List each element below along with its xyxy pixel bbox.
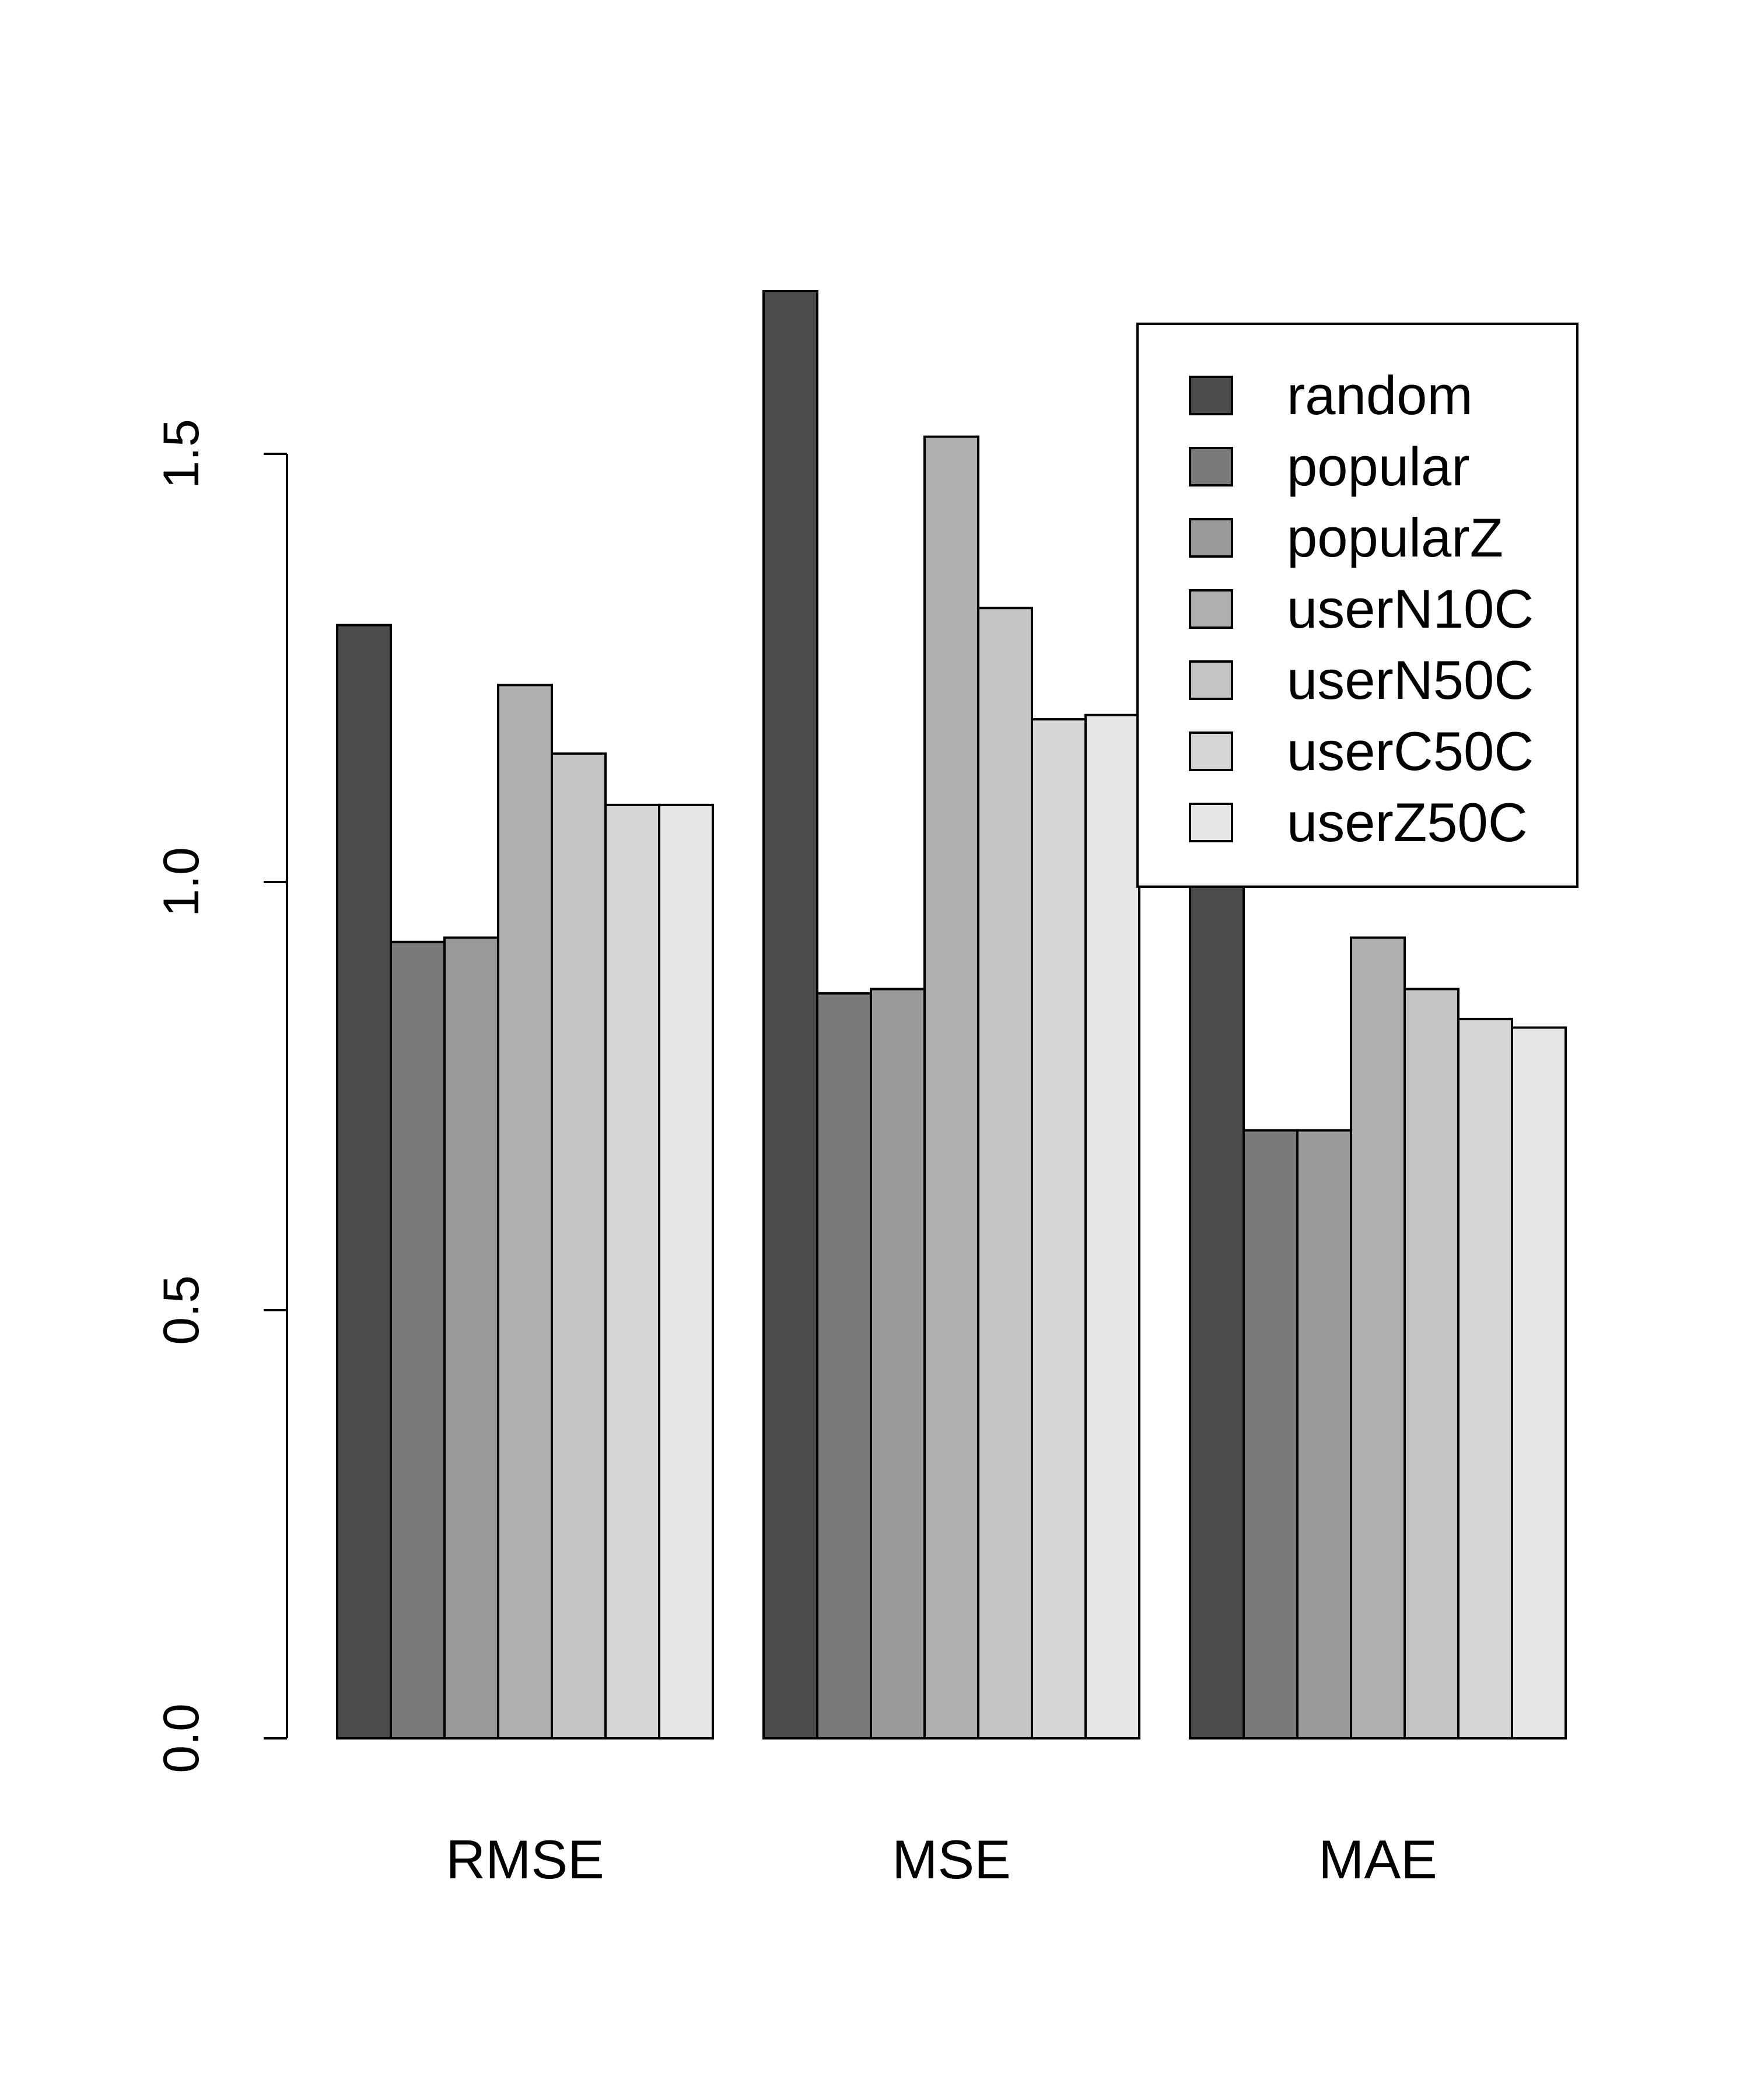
bar-userC50C-mse <box>1031 718 1087 1740</box>
legend-swatch-popular <box>1189 447 1233 487</box>
legend-label-userC50C: userC50C <box>1287 720 1534 782</box>
bar-userN10C-mae <box>1350 936 1406 1740</box>
legend-label-popular: popular <box>1287 436 1470 497</box>
y-tick-label: 1.0 <box>153 847 209 917</box>
legend-swatch-random <box>1189 376 1233 415</box>
bar-random-mae <box>1189 863 1245 1740</box>
bar-userN50C-rmse <box>551 752 607 1740</box>
legend-label-userN10C: userN10C <box>1287 578 1534 639</box>
y-tick-label: 0.0 <box>153 1703 209 1773</box>
y-axis: 0.0 0.5 1.0 1.5 <box>153 419 288 1773</box>
bars-layer <box>336 290 1567 1740</box>
bar-userC50C-mae <box>1457 1017 1513 1740</box>
legend-swatch-userN10C <box>1189 589 1233 629</box>
category-label-mae: MAE <box>1318 1829 1437 1890</box>
bar-userN10C-rmse <box>497 684 553 1740</box>
bar-popular-mse <box>816 992 872 1740</box>
legend-swatch-popularZ <box>1189 518 1233 558</box>
legend-swatch-userZ50C <box>1189 803 1233 842</box>
bar-userN10C-mse <box>923 435 979 1740</box>
legend: random popular popularZ userN10C userN50C use… <box>1136 323 1578 888</box>
bar-userZ50C-rmse <box>658 803 714 1740</box>
legend-label-random: random <box>1287 365 1473 426</box>
bar-popularZ-rmse <box>443 936 499 1740</box>
bar-random-rmse <box>336 624 392 1740</box>
legend-label-userN50C: userN50C <box>1287 649 1534 710</box>
bar-popularZ-mse <box>870 988 926 1740</box>
category-label-mse: MSE <box>892 1829 1011 1890</box>
legend-label-userZ50C: userZ50C <box>1287 792 1528 853</box>
legend-swatch-userN50C <box>1189 660 1233 700</box>
legend-label-popularZ: popularZ <box>1287 507 1503 568</box>
bar-popular-rmse <box>390 940 446 1740</box>
category-label-rmse: RMSE <box>446 1829 604 1890</box>
bar-random-mse <box>762 290 818 1740</box>
bar-userC50C-rmse <box>604 803 660 1740</box>
y-tick-label: 0.5 <box>153 1275 209 1345</box>
bar-userZ50C-mse <box>1084 713 1140 1740</box>
bar-popular-mae <box>1242 1129 1298 1740</box>
bar-popularZ-mae <box>1296 1129 1352 1740</box>
bar-userN50C-mae <box>1404 988 1460 1740</box>
bar-userN50C-mse <box>977 607 1033 1740</box>
category-labels: RMSE MSE MAE <box>446 1829 1437 1890</box>
bar-userZ50C-mae <box>1511 1026 1567 1740</box>
legend-swatch-userC50C <box>1189 732 1233 771</box>
y-tick-label: 1.5 <box>153 419 209 489</box>
